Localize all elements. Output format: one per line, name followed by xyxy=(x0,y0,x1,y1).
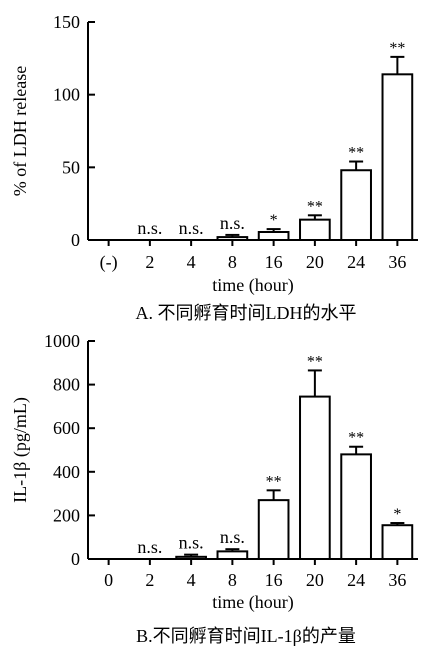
y-tick-label-2-3: 600 xyxy=(53,418,80,438)
x-tick-label-2-0: 0 xyxy=(104,570,113,590)
annotation-2-4: n.s. xyxy=(179,533,204,553)
x-tick-label-2-6: 24 xyxy=(347,570,365,590)
annotation-2-2: n.s. xyxy=(137,537,162,557)
x-tick-label-2-1: 2 xyxy=(145,570,154,590)
y-tick-label-2-2: 400 xyxy=(53,462,80,482)
bar-2-20 xyxy=(299,395,331,560)
x-tick-label-1-5: 20 xyxy=(306,252,324,272)
annotation-2-16: ** xyxy=(266,473,282,490)
y-axis-title-1: % of LDH release xyxy=(10,66,30,196)
x-tick-label-2-7: 36 xyxy=(388,570,406,590)
bar-1-36 xyxy=(381,73,414,241)
x-tick-label-2-5: 20 xyxy=(306,570,324,590)
y-tick-label-1-1: 50 xyxy=(62,157,80,177)
bar-2-16 xyxy=(257,499,290,561)
bar-1-20 xyxy=(299,218,331,242)
x-tick-label-1-0: (-) xyxy=(100,252,118,273)
y-axis-title-2: IL-1β (pg/mL) xyxy=(10,397,31,503)
y-tick-label-2-5: 1000 xyxy=(44,331,80,351)
annotation-1-20: ** xyxy=(307,198,323,215)
bar-2-24 xyxy=(340,453,372,560)
annotation-1-36: ** xyxy=(389,40,405,57)
x-tick-label-1-6: 24 xyxy=(347,252,365,272)
x-tick-label-1-4: 16 xyxy=(265,252,283,272)
x-axis-title-1: time (hour) xyxy=(212,275,293,296)
annotation-2-20: ** xyxy=(307,353,323,370)
x-tick-label-1-3: 8 xyxy=(228,252,237,272)
bar-1-8 xyxy=(216,236,249,242)
y-tick-label-2-1: 200 xyxy=(53,505,80,525)
bar-1-16 xyxy=(257,231,290,242)
annotation-2-24: ** xyxy=(348,430,364,447)
x-tick-label-1-7: 36 xyxy=(388,252,406,272)
x-tick-label-1-1: 2 xyxy=(145,252,154,272)
annotation-2-36: * xyxy=(393,506,401,523)
y-tick-label-1-0: 0 xyxy=(71,230,80,250)
y-tick-label-2-4: 800 xyxy=(53,375,80,395)
annotation-1-24: ** xyxy=(348,145,364,162)
x-tick-label-1-2: 4 xyxy=(187,252,196,272)
annotation-1-4: n.s. xyxy=(179,218,204,238)
annotation-1-2: n.s. xyxy=(137,218,162,238)
annotation-2-8: n.s. xyxy=(220,527,245,547)
y-tick-label-2-0: 0 xyxy=(71,549,80,569)
bar-2-36 xyxy=(381,524,414,561)
caption-1: A. 不同孵育时间LDH的水平 xyxy=(136,303,357,323)
y-tick-label-1-3: 150 xyxy=(53,12,80,32)
bar-2-4 xyxy=(175,555,207,561)
x-tick-label-2-3: 8 xyxy=(228,570,237,590)
bar-2-8 xyxy=(216,550,249,560)
x-axis-title-2: time (hour) xyxy=(212,592,293,613)
annotation-1-16: * xyxy=(270,212,278,229)
annotation-1-8: n.s. xyxy=(220,213,245,233)
bar-1-24 xyxy=(340,169,372,242)
y-tick-label-1-2: 100 xyxy=(53,85,80,105)
x-tick-label-2-2: 4 xyxy=(187,570,196,590)
x-tick-label-2-4: 16 xyxy=(265,570,283,590)
caption-2: B.不同孵育时间IL-1β的产量 xyxy=(136,626,356,646)
